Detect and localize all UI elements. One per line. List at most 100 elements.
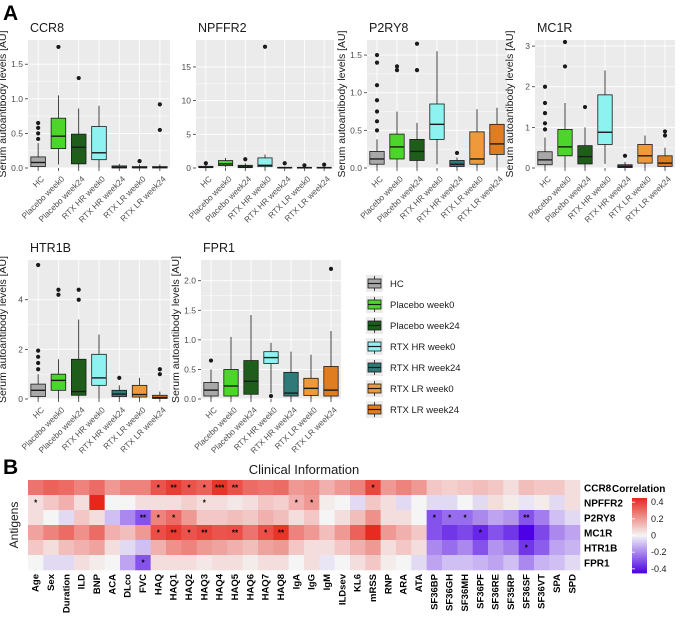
- box-body: [50, 373, 67, 391]
- heatmap-cell: [426, 555, 443, 571]
- heatmap-column-label: SF36RE: [491, 574, 502, 610]
- heatmap-cell: [549, 555, 565, 571]
- significance-mark: ***: [215, 484, 225, 493]
- significance-mark: *: [264, 529, 268, 538]
- y-tick-label: 0.0: [11, 163, 23, 173]
- significance-mark: *: [525, 544, 529, 553]
- colorbar-segment: [632, 531, 647, 535]
- y-tick-label: 0: [186, 163, 191, 173]
- outlier-point: [374, 128, 380, 133]
- heatmap-cell: [166, 480, 182, 496]
- colorbar-tick-label: 0.4: [651, 497, 664, 507]
- outlier-point: [203, 161, 208, 166]
- heatmap-column-label: FVC: [138, 574, 149, 593]
- box-placebo-week24: [577, 104, 593, 168]
- heatmap-cell: [549, 480, 565, 496]
- outlier-point: [76, 287, 81, 292]
- heatmap-cell: [488, 540, 504, 556]
- heatmap-cell: [411, 540, 427, 556]
- heatmap-cell: [503, 480, 519, 496]
- box-rtx-lr-week24: [657, 129, 673, 168]
- box-rtx-hr-week24: [449, 150, 465, 168]
- heatmap-cell: [411, 480, 427, 496]
- heatmap-cell: [442, 480, 458, 496]
- heatmap-cell: [503, 510, 519, 526]
- heatmap-cell: [564, 540, 581, 556]
- heatmap-cell: [74, 510, 90, 526]
- heatmap-cell: [273, 555, 289, 571]
- box-rtx-hr-week0: [429, 51, 445, 165]
- heatmap-cell: [242, 555, 259, 571]
- significance-mark: **: [171, 529, 178, 538]
- y-tick-label: 5: [186, 129, 191, 139]
- outlier-point: [374, 83, 380, 88]
- outlier-point: [662, 129, 668, 134]
- colorbar-segment: [632, 507, 647, 510]
- box-body: [91, 126, 107, 161]
- box-hc: [30, 120, 46, 168]
- significance-mark: *: [371, 484, 375, 493]
- outlier-point: [542, 100, 548, 106]
- outlier-point: [268, 393, 274, 399]
- outlier-point: [662, 133, 668, 138]
- heatmap-column-label: HAQ5: [230, 573, 241, 600]
- heatmap-cell: [549, 525, 565, 541]
- heatmap-cell: [442, 510, 458, 526]
- colorbar-tick-label: 0: [651, 531, 656, 541]
- significance-mark: *: [433, 514, 437, 523]
- colorbar-segment: [632, 543, 647, 546]
- box-rtx-lr-week0: [296, 163, 312, 169]
- panel-title: P2RY8: [369, 21, 408, 35]
- heatmap-cell: [319, 480, 335, 496]
- heatmap-cell: [58, 495, 75, 511]
- heatmap-cell: [304, 480, 320, 496]
- box-body: [597, 94, 613, 145]
- box-rtx-lr-week0: [303, 354, 319, 399]
- heatmap-cell: [288, 495, 305, 511]
- heatmap-cell: [549, 510, 565, 526]
- outlier-point: [56, 287, 61, 292]
- outlier-point: [117, 375, 122, 381]
- heatmap-cell: [411, 495, 427, 511]
- outlier-point: [36, 262, 41, 268]
- heatmap-title: Clinical Information: [249, 462, 360, 477]
- heatmap-cell: [457, 480, 473, 496]
- heatmap-cell: [472, 555, 489, 571]
- legend-item: RTX HR week0: [366, 338, 455, 355]
- outlier-point: [76, 297, 81, 302]
- heatmap-cell: [534, 510, 550, 526]
- heatmap-cell: [166, 510, 182, 526]
- outlier-point: [394, 68, 400, 73]
- outlier-point: [414, 41, 420, 46]
- heatmap-cell: [350, 555, 366, 571]
- box-body: [223, 369, 239, 397]
- heatmap-column-label: HAQ8: [276, 574, 287, 600]
- heatmap-cell: [258, 510, 274, 526]
- heatmap-cell: [135, 480, 151, 496]
- colorbar-segment: [632, 505, 647, 508]
- x-tick-label: HC: [31, 405, 47, 421]
- heatmap-cell: [380, 510, 397, 526]
- heatmap-cell: [426, 510, 443, 526]
- legend-label: RTX HR week0: [390, 342, 455, 353]
- heatmap-cell: [380, 480, 397, 496]
- heatmap-cell: [74, 540, 90, 556]
- heatmap-cell: [334, 555, 351, 571]
- heatmap-cell: [488, 555, 504, 571]
- box-body: [537, 151, 553, 166]
- heatmap-cell: [212, 555, 228, 571]
- panel-title: NPFFR2: [198, 21, 247, 35]
- outlier-point: [157, 102, 162, 107]
- y-axis-label: Serum autoantibody levels [AU]: [336, 30, 348, 177]
- heatmap-cell: [503, 555, 519, 571]
- heatmap-cell: [488, 480, 504, 496]
- colorbar-segment: [632, 550, 647, 553]
- box-rtx-hr-week0: [91, 334, 107, 399]
- outlier-point: [302, 163, 307, 168]
- heatmap-cell: [227, 510, 243, 526]
- y-tick-label: 0: [18, 394, 23, 404]
- heatmap-cell: [212, 495, 228, 511]
- panel-title: HTR1B: [30, 241, 71, 255]
- heatmap-cell: [365, 540, 381, 556]
- heatmap-column-label: SF36PF: [475, 574, 486, 609]
